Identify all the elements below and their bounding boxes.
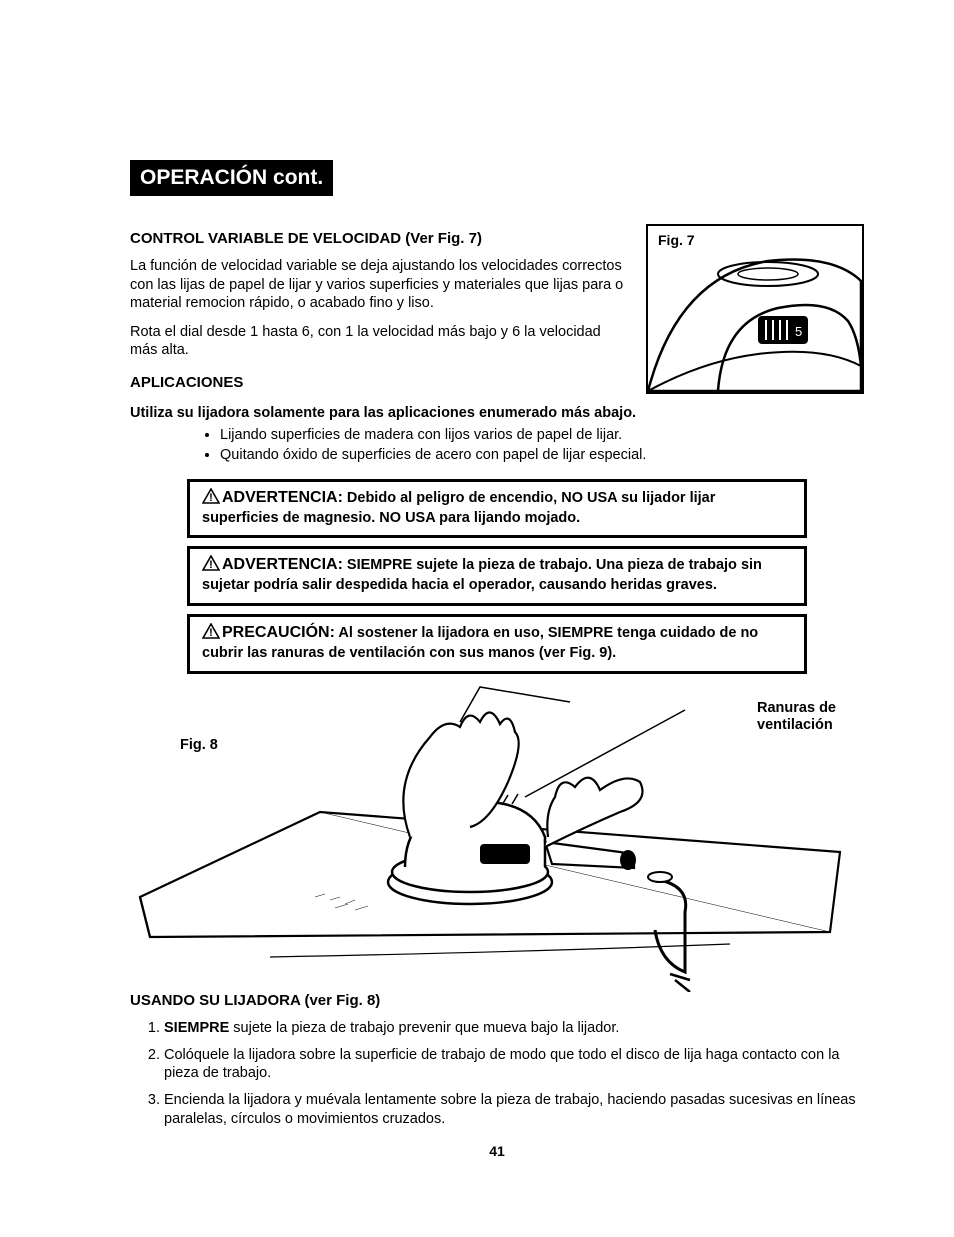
section-header: OPERACIÓN cont.	[130, 160, 333, 196]
warning-box-2: !ADVERTENCIA: SIEMPRE sujete la pieza de…	[187, 546, 807, 606]
svg-text:5: 5	[795, 324, 802, 339]
warning-2-lead: ADVERTENCIA:	[222, 556, 343, 573]
step-3: Encienda la lijadora y muévala lentament…	[164, 1091, 864, 1129]
aplicaciones-heading: APLICACIONES	[130, 374, 626, 391]
usando-heading: USANDO SU LIJADORA (ver Fig. 8)	[130, 992, 864, 1009]
warning-icon: !	[202, 488, 220, 504]
step-1: SIEMPRE sujete la pieza de trabajo preve…	[164, 1019, 864, 1038]
step-1-rest: sujete la pieza de trabajo prevenir que …	[233, 1020, 619, 1036]
app-item-2: Quitando óxido de superficies de acero c…	[220, 447, 864, 463]
ventilation-label: Ranuras de ventilación	[757, 700, 836, 735]
ventilation-label-line2: ventilación	[757, 717, 833, 733]
figure-8-illustration	[130, 682, 860, 992]
caution-lead: PRECAUCIÓN:	[222, 624, 335, 641]
svg-text:!: !	[209, 627, 213, 639]
figure-7-illustration: 5	[648, 226, 862, 392]
page-number: 41	[130, 1143, 864, 1159]
control-heading: CONTROL VARIABLE DE VELOCIDAD (Ver Fig. …	[130, 230, 626, 247]
figure-7: Fig. 7 5	[646, 224, 864, 394]
warning-icon: !	[202, 555, 220, 571]
warning-icon: !	[202, 623, 220, 639]
step-2: Colóquele la lijadora sobre la superfici…	[164, 1046, 864, 1084]
caution-box: !PRECAUCIÓN: Al sostener la lijadora en …	[187, 614, 807, 674]
figure-8-label: Fig. 8	[180, 737, 218, 753]
step-1-bold: SIEMPRE	[164, 1020, 233, 1036]
control-paragraph-1: La función de velocidad variable se deja…	[130, 257, 626, 313]
warning-box-1: !ADVERTENCIA: Debido al peligro de encen…	[187, 479, 807, 539]
figure-8: Fig. 8 Ranuras de ventilación	[130, 682, 864, 992]
app-item-1: Lijando superficies de madera con lijos …	[220, 427, 864, 443]
aplicaciones-lead: Utiliza su lijadora solamente para las a…	[130, 405, 864, 421]
control-paragraph-2: Rota el dial desde 1 hasta 6, con 1 la v…	[130, 323, 626, 360]
figure-7-label: Fig. 7	[658, 232, 695, 248]
ventilation-label-line1: Ranuras de	[757, 700, 836, 716]
svg-text:!: !	[209, 559, 213, 571]
svg-text:!: !	[209, 492, 213, 504]
warning-1-lead: ADVERTENCIA:	[222, 489, 343, 506]
